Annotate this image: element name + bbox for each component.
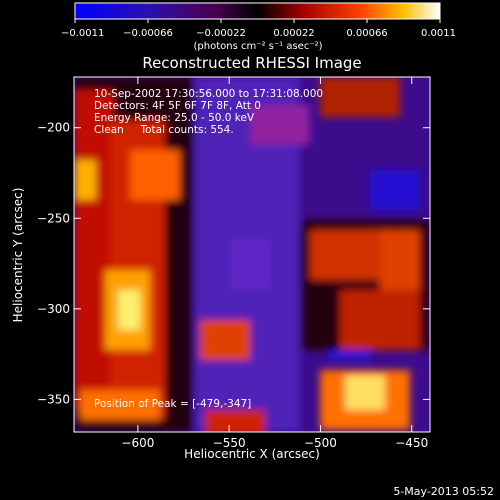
colorbar-tick-label: 0.00022 bbox=[273, 28, 314, 39]
chart-title: Reconstructed RHESSI Image bbox=[142, 54, 361, 72]
y-tick-label: −300 bbox=[37, 302, 70, 316]
x-tick-label: −500 bbox=[304, 436, 337, 450]
annotation-energy-range: Energy Range: 25.0 - 50.0 keV bbox=[94, 112, 255, 124]
y-tick-label: −200 bbox=[37, 121, 70, 135]
annotation-detectors: Detectors: 4F 5F 6F 7F 8F, Att 0 bbox=[94, 100, 261, 112]
x-axis: −600 −550 −500 −450 bbox=[121, 77, 428, 450]
x-tick-label: −550 bbox=[213, 436, 246, 450]
colorbar-tick-label: 0.0011 bbox=[421, 28, 456, 39]
heatmap-image bbox=[74, 77, 430, 432]
colorbar-label: (photons cm⁻² s⁻¹ asec⁻²) bbox=[193, 41, 322, 52]
colorbar-ticks: −0.0011 −0.00066 −0.00022 0.00022 0.00066 0.0… bbox=[61, 19, 456, 39]
y-axis: −200 −250 −300 −350 bbox=[37, 121, 430, 406]
date-stamp: 5-May-2013 05:52 bbox=[393, 485, 494, 498]
annotation-time-range: 10-Sep-2002 17:30:56.000 to 17:31:08.000 bbox=[94, 88, 324, 100]
plot-frame bbox=[73, 76, 431, 433]
colorbar-tick-label: 0.00066 bbox=[346, 28, 387, 39]
x-tick-label: −450 bbox=[395, 436, 428, 450]
y-tick-label: −250 bbox=[37, 211, 70, 225]
annotation-peak-position: Position of Peak = [-479,-347] bbox=[94, 398, 252, 410]
colorbar-tick-label: −0.00066 bbox=[123, 28, 173, 39]
colorbar-tick-label: −0.00022 bbox=[196, 28, 246, 39]
annotation-clean-counts: Clean Total counts: 554. bbox=[94, 124, 234, 136]
x-tick-label: −600 bbox=[121, 436, 154, 450]
x-axis-label: Heliocentric X (arcsec) bbox=[184, 447, 320, 461]
y-tick-label: −350 bbox=[37, 392, 70, 406]
colorbar bbox=[74, 2, 441, 20]
y-axis-label: Heliocentric Y (arcsec) bbox=[11, 188, 25, 323]
colorbar-tick-label: −0.0011 bbox=[61, 28, 104, 39]
